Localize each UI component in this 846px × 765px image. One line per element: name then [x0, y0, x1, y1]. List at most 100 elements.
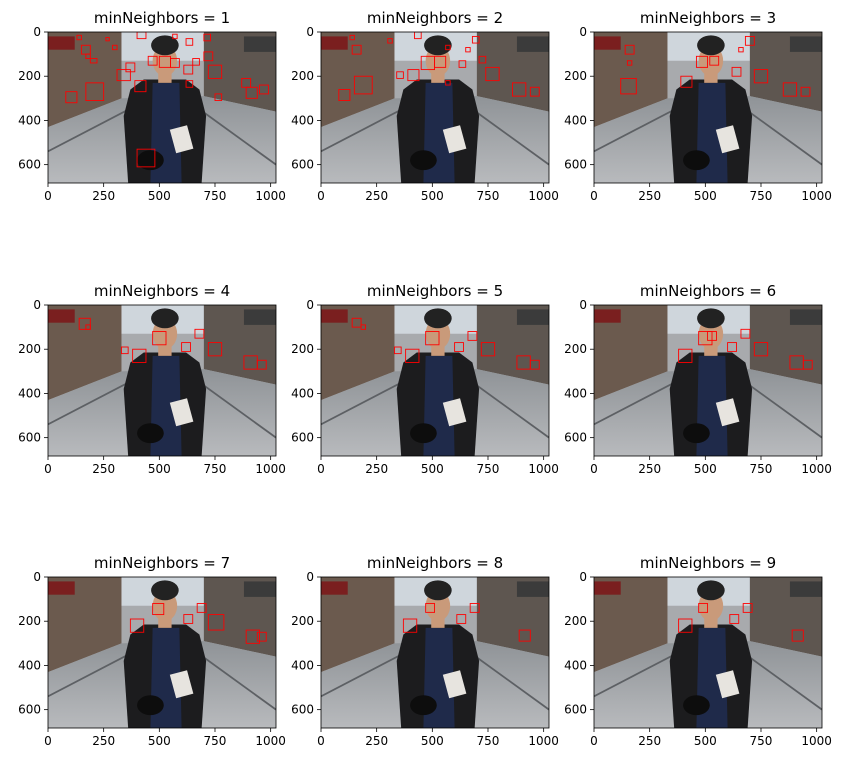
subplot-5: minNeighbors = 5 0 250 500 750 1000 0 200 400 600: [291, 282, 559, 476]
x-tick-label: 500: [421, 734, 444, 748]
photo-awning-right: [243, 309, 276, 325]
photo-person-book: [715, 398, 740, 427]
detection-box: [698, 603, 709, 613]
detection-box: [800, 86, 811, 97]
subplot-title: minNeighbors = 7: [94, 554, 230, 572]
photo-person-camera: [410, 150, 437, 171]
y-tick-label: 600: [291, 158, 314, 172]
detection-box: [185, 80, 194, 88]
x-tick-label: 1000: [801, 462, 832, 476]
y-tick-label: 600: [18, 703, 41, 717]
y-tick-label: 400: [291, 113, 314, 127]
detection-box: [245, 86, 258, 99]
photo-person-book: [715, 670, 740, 699]
y-tick-label: 0: [33, 25, 41, 39]
detection-box: [518, 629, 531, 642]
photo-person-book: [442, 398, 467, 427]
subplot-image: [48, 305, 276, 456]
detection-box: [132, 348, 147, 363]
detection-box: [207, 64, 223, 79]
subplot-image: [321, 305, 549, 456]
axes-frame: [593, 576, 823, 729]
y-tick-label: 200: [291, 614, 314, 628]
y-tick-label: 400: [291, 658, 314, 672]
photo-building-left: [321, 305, 395, 401]
detection-box: [791, 629, 804, 642]
photo-awning-right: [789, 309, 822, 325]
y-tick-label: 400: [564, 386, 587, 400]
detection-box: [425, 603, 436, 613]
detection-box: [192, 58, 200, 66]
detection-box: [707, 331, 717, 341]
subplot-image: [48, 32, 276, 183]
detection-box: [121, 346, 129, 355]
detection-box: [740, 328, 751, 339]
subplot-image: [321, 32, 549, 183]
detection-box: [78, 317, 91, 330]
detection-box: [529, 359, 540, 370]
x-tick-label: 250: [638, 462, 661, 476]
detection-box: [387, 38, 393, 44]
detection-box: [105, 37, 110, 42]
photo-awning-left: [321, 36, 348, 50]
detection-box: [512, 82, 527, 97]
photo-building-left: [48, 32, 122, 128]
detection-box: [134, 80, 147, 93]
detection-box: [147, 55, 158, 66]
photo-awning-left: [321, 309, 348, 323]
subplot-1: minNeighbors = 1 0 250 500 750 1000 0 200 400 600: [18, 9, 286, 203]
detection-box: [802, 359, 813, 370]
x-tick-label: 0: [590, 189, 598, 203]
detection-box: [727, 342, 737, 352]
y-tick-label: 0: [579, 570, 587, 584]
subplot-image: [594, 577, 822, 728]
detection-box: [152, 331, 167, 346]
subplot-4: minNeighbors = 4 0 250 500 750 1000 0 200 400 600: [18, 282, 286, 476]
subplot-9: minNeighbors = 9 0 250 500 750 1000 0 200 400 600: [564, 554, 832, 748]
subplot-title: minNeighbors = 5: [367, 282, 503, 300]
photo-building-left: [594, 305, 668, 401]
detection-box: [529, 86, 540, 97]
photo-person-hair: [151, 308, 179, 329]
photo-awning-left: [48, 581, 75, 595]
detection-box: [89, 58, 98, 64]
detection-box: [485, 66, 500, 82]
detection-box: [394, 346, 402, 355]
photo-building-right: [749, 577, 822, 657]
photo-person-hair: [424, 580, 452, 601]
y-tick-label: 200: [564, 69, 587, 83]
y-tick-label: 200: [291, 342, 314, 356]
photo-building-right: [203, 305, 276, 385]
photo-person-camera: [137, 423, 164, 444]
detection-box: [709, 55, 720, 66]
photo-building-left: [594, 32, 668, 128]
y-tick-label: 400: [564, 658, 587, 672]
detection-box: [626, 60, 633, 66]
detection-box: [351, 317, 362, 328]
x-tick-label: 250: [92, 189, 115, 203]
photo-awning-left: [594, 36, 621, 50]
photo-building-left: [321, 32, 395, 128]
y-tick-label: 200: [564, 342, 587, 356]
x-tick-label: 0: [317, 734, 325, 748]
x-tick-label: 750: [477, 734, 500, 748]
photo-person-hair: [697, 308, 725, 329]
subplot-3: minNeighbors = 3 0 250 500 750 1000 0 200 400 600: [564, 9, 832, 203]
detection-box: [256, 631, 267, 642]
subplot-6: minNeighbors = 6 0 250 500 750 1000 0 200 400 600: [564, 282, 832, 476]
y-tick-label: 200: [564, 614, 587, 628]
detection-box: [678, 618, 693, 633]
photo-awning-right: [789, 36, 822, 52]
detection-box: [112, 44, 118, 51]
detection-box: [458, 60, 467, 68]
detection-box: [445, 80, 451, 86]
detection-box: [207, 614, 225, 631]
y-tick-label: 200: [18, 342, 41, 356]
detection-box: [695, 55, 709, 68]
photo-person-book: [169, 670, 194, 699]
detection-box: [425, 331, 440, 346]
detection-box: [183, 614, 194, 624]
photo-awning-right: [516, 309, 549, 325]
detection-box: [480, 342, 496, 357]
